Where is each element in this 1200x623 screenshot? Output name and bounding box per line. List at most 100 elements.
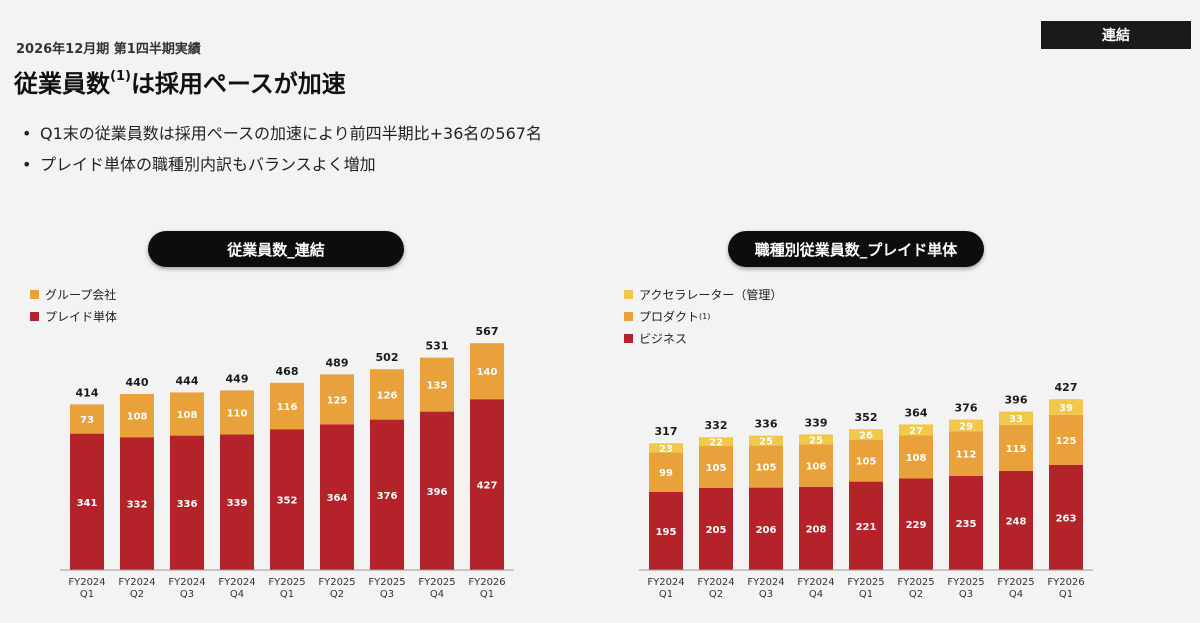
- bar-segment-1: [70, 404, 104, 434]
- total-label: 567: [476, 325, 499, 338]
- legend-item-business: ビジネス: [624, 327, 782, 349]
- data-label: 364: [327, 493, 348, 504]
- data-label: 376: [377, 491, 398, 502]
- bar-segment-1: [799, 444, 833, 487]
- data-label: 208: [806, 524, 827, 535]
- bar-segment-1: [1049, 414, 1083, 465]
- bar-segment-1: [320, 374, 354, 425]
- total-label: 449: [226, 372, 249, 385]
- chart-by-role: 1959923317FY2024Q120510522332FY2024Q2206…: [639, 381, 1093, 600]
- data-label: 29: [959, 421, 973, 432]
- total-label: 317: [655, 425, 678, 438]
- bar-segment-1: [120, 394, 154, 438]
- tick-label: FY2024: [118, 577, 155, 588]
- bar-segment-2: [1049, 399, 1083, 415]
- bar-segment-0: [899, 478, 933, 570]
- tick-label: Q3: [380, 589, 394, 600]
- bar-segment-1: [699, 446, 733, 488]
- page-title: 従業員数(1)は採用ペースが加速: [14, 64, 346, 99]
- bar-segment-1: [470, 343, 504, 400]
- bar-segment-1: [849, 439, 883, 482]
- data-label: 108: [906, 453, 927, 464]
- total-label: 332: [705, 419, 728, 432]
- bar-segment-0: [949, 476, 983, 570]
- legend-swatch: [30, 311, 39, 321]
- total-label: 440: [126, 376, 149, 389]
- bullet-list: • Q1末の従業員数は採用ペースの加速により前四半期比+36名の567名 • プレイ…: [22, 118, 542, 180]
- data-label: 23: [659, 444, 673, 455]
- bullet-item: • プレイド単体の職種別内訳もバランスよく増加: [22, 149, 542, 180]
- data-label: 33: [1009, 414, 1023, 425]
- tick-label: Q3: [959, 589, 973, 600]
- data-label: 22: [709, 438, 723, 449]
- data-label: 27: [909, 426, 923, 437]
- tick-label: Q4: [430, 589, 444, 600]
- tick-label: FY2025: [318, 577, 355, 588]
- data-label: 135: [427, 381, 448, 392]
- legend-label: プロダクト: [639, 309, 700, 324]
- data-label: 73: [80, 415, 94, 426]
- bullet-dot: •: [22, 155, 32, 174]
- total-label: 444: [176, 374, 199, 387]
- legend-label: ビジネス: [639, 331, 688, 346]
- data-label: 106: [806, 462, 827, 473]
- data-label: 339: [227, 498, 248, 509]
- bar-segment-0: [699, 488, 733, 570]
- title-main: 従業員数: [14, 70, 110, 98]
- tick-label: FY2025: [947, 577, 984, 588]
- tick-label: FY2025: [897, 577, 934, 588]
- data-label: 112: [956, 450, 977, 461]
- tick-label: FY2024: [218, 577, 255, 588]
- bar-segment-2: [699, 437, 733, 446]
- bar-segment-0: [70, 433, 104, 570]
- bullet-item: • Q1末の従業員数は採用ペースの加速により前四半期比+36名の567名: [22, 118, 542, 149]
- bar-segment-0: [1049, 464, 1083, 570]
- bar-segment-1: [749, 445, 783, 488]
- tick-label: FY2024: [747, 577, 784, 588]
- tick-label: Q1: [859, 589, 873, 600]
- tick-label: Q1: [280, 589, 294, 600]
- bar-segment-0: [170, 435, 204, 570]
- data-label: 115: [1006, 444, 1027, 455]
- tick-label: FY2024: [68, 577, 105, 588]
- bar-segment-1: [949, 431, 983, 476]
- bar-segment-0: [470, 399, 504, 570]
- chart-title-consolidated: 従業員数_連結: [148, 231, 404, 267]
- tick-label: Q1: [659, 589, 673, 600]
- data-label: 26: [859, 430, 873, 441]
- data-label: 229: [906, 520, 927, 531]
- bar-segment-0: [849, 481, 883, 570]
- bar-segment-1: [170, 392, 204, 436]
- bar-segment-2: [799, 434, 833, 445]
- data-label: 140: [477, 367, 498, 378]
- legend-swatch: [624, 333, 633, 343]
- data-label: 108: [127, 412, 148, 423]
- data-label: 108: [177, 410, 198, 421]
- tick-label: Q2: [709, 589, 723, 600]
- legend-label: アクセラレーター（管理）: [639, 287, 783, 302]
- total-label: 376: [955, 402, 978, 415]
- bar-segment-2: [749, 435, 783, 446]
- data-label: 221: [856, 522, 877, 533]
- legend-label: グループ会社: [45, 287, 117, 302]
- total-label: 396: [1005, 394, 1028, 407]
- tick-label: Q2: [130, 589, 144, 600]
- bar-segment-1: [270, 382, 304, 430]
- legend-swatch: [624, 289, 633, 299]
- bar-segment-0: [220, 434, 254, 570]
- chart-title-by-role: 職種別従業員数_プレイド単体: [728, 231, 984, 267]
- data-label: 105: [756, 463, 777, 474]
- tick-label: FY2024: [168, 577, 205, 588]
- data-label: 206: [756, 525, 777, 536]
- bar-segment-2: [999, 411, 1033, 425]
- scope-badge: 連結: [1041, 21, 1191, 49]
- data-label: 25: [809, 435, 823, 446]
- bar-segment-0: [320, 424, 354, 570]
- legend-swatch: [30, 289, 39, 299]
- data-label: 39: [1059, 403, 1073, 414]
- data-label: 427: [477, 481, 498, 492]
- legend-label: プレイド単体: [45, 309, 118, 324]
- tick-label: Q3: [180, 589, 194, 600]
- page-subtitle: 2026年12月期 第1四半期実績: [16, 42, 201, 57]
- data-label: 336: [177, 499, 198, 510]
